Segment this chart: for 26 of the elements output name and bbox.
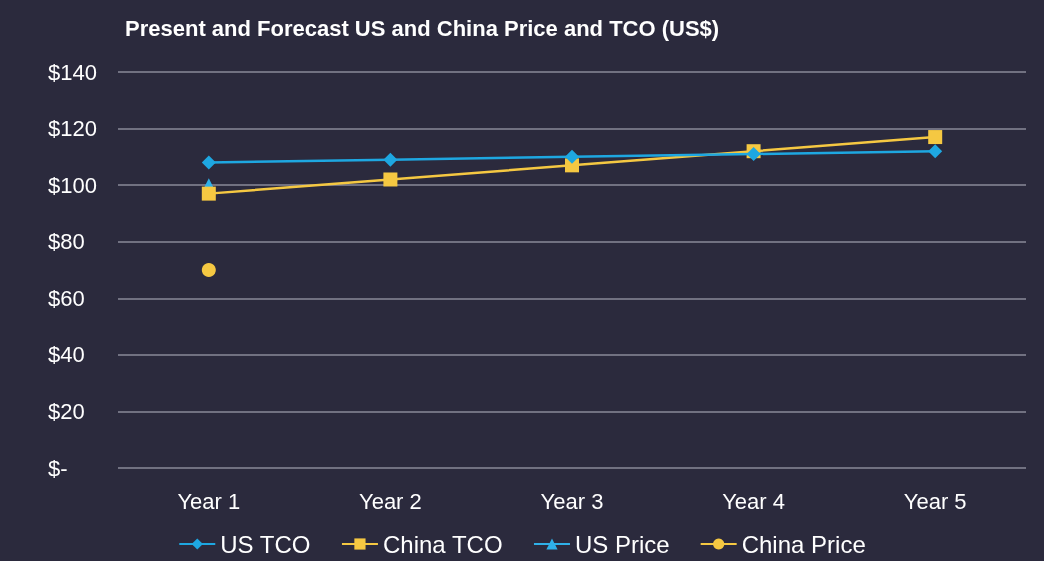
y-tick-label: $60 [48,285,85,311]
x-tick-label: Year 2 [358,488,422,514]
point [383,152,398,167]
point [928,144,943,159]
legend-label: US TCO [220,530,311,558]
y-tick-label: $120 [48,116,97,142]
x-tick-label: Year 4 [722,488,786,514]
legend-label: China TCO [382,530,503,558]
point [565,149,579,164]
point [201,263,216,277]
x-tick-label: Year 3 [540,488,604,514]
point [383,172,398,187]
y-tick-label: $100 [48,172,97,198]
x-tick-label: Year 1 [177,488,241,514]
y-tick-label: $40 [48,342,85,368]
y-tick-label: $80 [48,229,85,255]
point [928,130,943,145]
point [201,186,216,201]
legend-label: China Price [741,530,866,558]
y-tick-label: $- [48,455,68,481]
chart-title: Present and Forecast US and China Price and TCO (US$) [125,15,720,41]
y-tick-label: $140 [48,59,97,85]
point [201,155,216,170]
legend-label: US Price [574,530,670,558]
y-tick-label: $20 [48,398,85,424]
x-tick-label: Year 5 [903,488,967,514]
